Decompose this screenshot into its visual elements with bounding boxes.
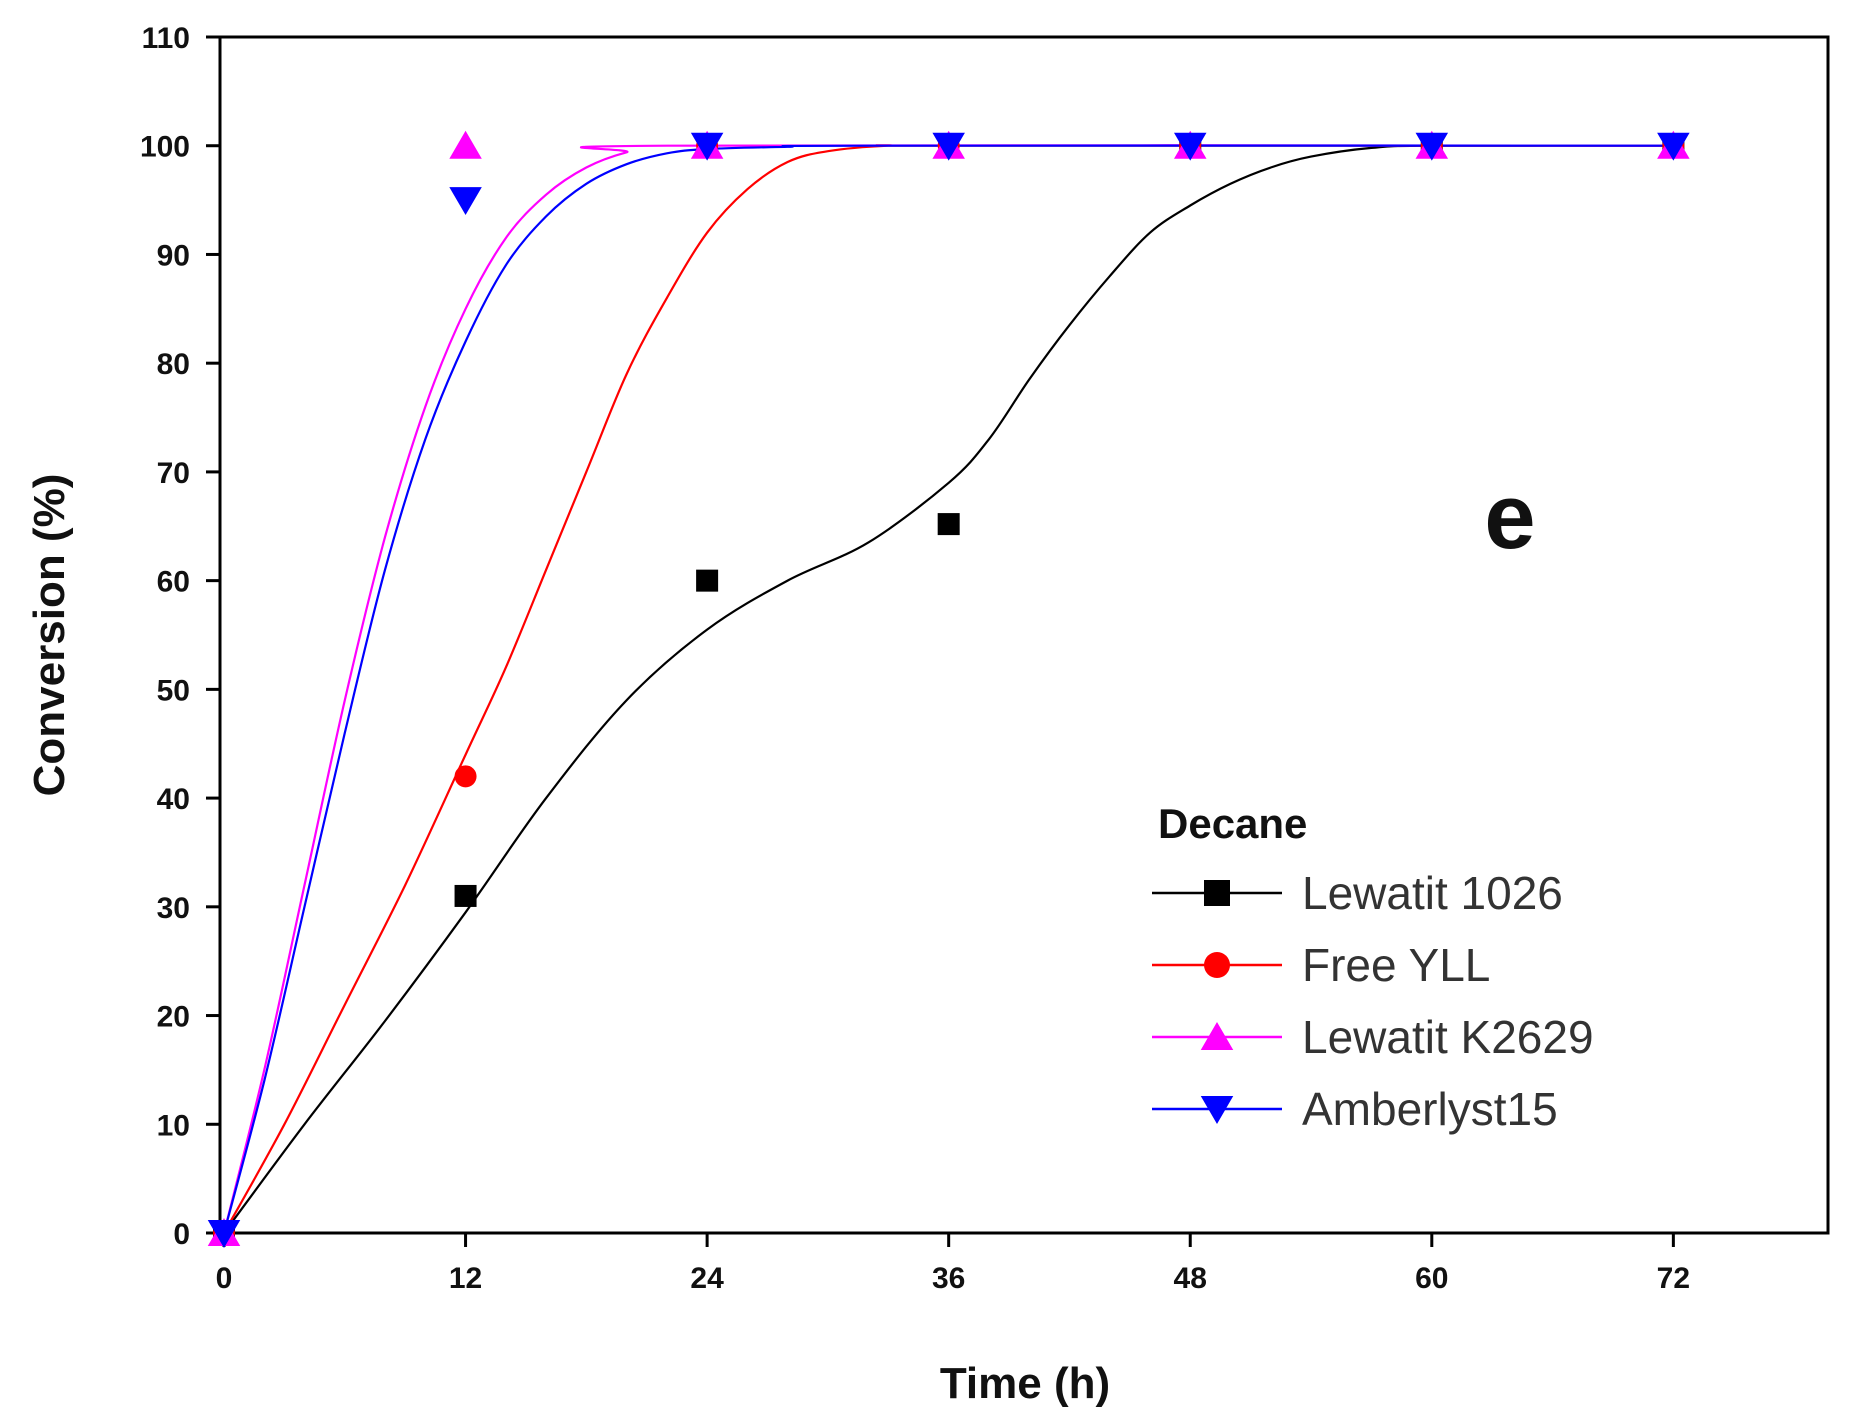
y-tick-label: 40 <box>157 783 190 816</box>
legend-label: Lewatit 1026 <box>1302 867 1563 919</box>
y-tick-label: 0 <box>173 1218 190 1251</box>
y-tick-label: 10 <box>157 1109 190 1142</box>
legend-title: Decane <box>1158 800 1307 847</box>
y-tick-label: 50 <box>157 674 190 707</box>
y-axis-ticks: 0 10 20 30 40 50 60 70 80 90 100 110 <box>140 22 220 1251</box>
data-point-amberlyst15 <box>449 187 482 216</box>
x-tick-label: 60 <box>1415 1262 1448 1295</box>
legend-label: Amberlyst15 <box>1302 1083 1558 1135</box>
legend-marker <box>1204 952 1230 978</box>
x-axis-ticks: 0 12 24 36 48 60 72 <box>216 1233 1690 1295</box>
x-tick-label: 12 <box>449 1262 482 1295</box>
legend-marker <box>1200 1022 1234 1050</box>
legend-marker <box>1204 880 1230 906</box>
plot-frame <box>218 35 1830 1235</box>
data-point-amberlyst15 <box>690 132 724 161</box>
data-point-amberlyst15 <box>1657 132 1690 161</box>
x-tick-label: 24 <box>690 1262 724 1295</box>
fit-line-amberlyst15 <box>222 144 1674 1234</box>
fitted-curves <box>222 144 1674 1234</box>
y-tick-label: 60 <box>157 566 190 599</box>
data-point-lewatit-k2629 <box>449 130 482 159</box>
y-axis-title: Conversion (%) <box>25 474 74 797</box>
fit-line-lewatit-1026 <box>223 144 1674 1234</box>
data-point-lewatit-1026 <box>937 513 960 536</box>
fit-line-lewatit-k2629 <box>222 144 1674 1234</box>
y-tick-label: 110 <box>142 22 190 55</box>
legend-label: Free YLL <box>1302 939 1490 991</box>
x-tick-label: 48 <box>1174 1262 1207 1295</box>
y-tick-label: 30 <box>157 892 190 925</box>
data-markers <box>207 130 1690 1248</box>
data-point-amberlyst15 <box>207 1220 241 1248</box>
panel-letter: e <box>1484 466 1535 568</box>
y-tick-label: 70 <box>157 457 190 490</box>
data-point-free-yll <box>454 765 477 788</box>
legend: Decane Lewatit 1026 Free YLL Lewatit K2629… <box>1152 800 1594 1135</box>
data-point-amberlyst15 <box>932 132 965 161</box>
legend-label: Lewatit K2629 <box>1302 1011 1594 1063</box>
y-tick-label: 90 <box>157 239 190 272</box>
fit-line-free-yll <box>223 144 1674 1234</box>
data-point-lewatit-1026 <box>454 884 477 907</box>
y-tick-label: 20 <box>157 1001 190 1034</box>
y-tick-label: 100 <box>140 131 190 164</box>
x-tick-label: 0 <box>216 1262 233 1295</box>
y-tick-label: 80 <box>157 348 190 381</box>
data-point-amberlyst15 <box>1173 132 1207 161</box>
data-point-lewatit-1026 <box>696 569 719 592</box>
x-axis-title: Time (h) <box>940 1359 1110 1408</box>
x-tick-label: 72 <box>1657 1262 1690 1295</box>
x-tick-label: 36 <box>932 1262 965 1295</box>
data-point-amberlyst15 <box>1415 132 1449 161</box>
legend-marker <box>1200 1096 1234 1124</box>
